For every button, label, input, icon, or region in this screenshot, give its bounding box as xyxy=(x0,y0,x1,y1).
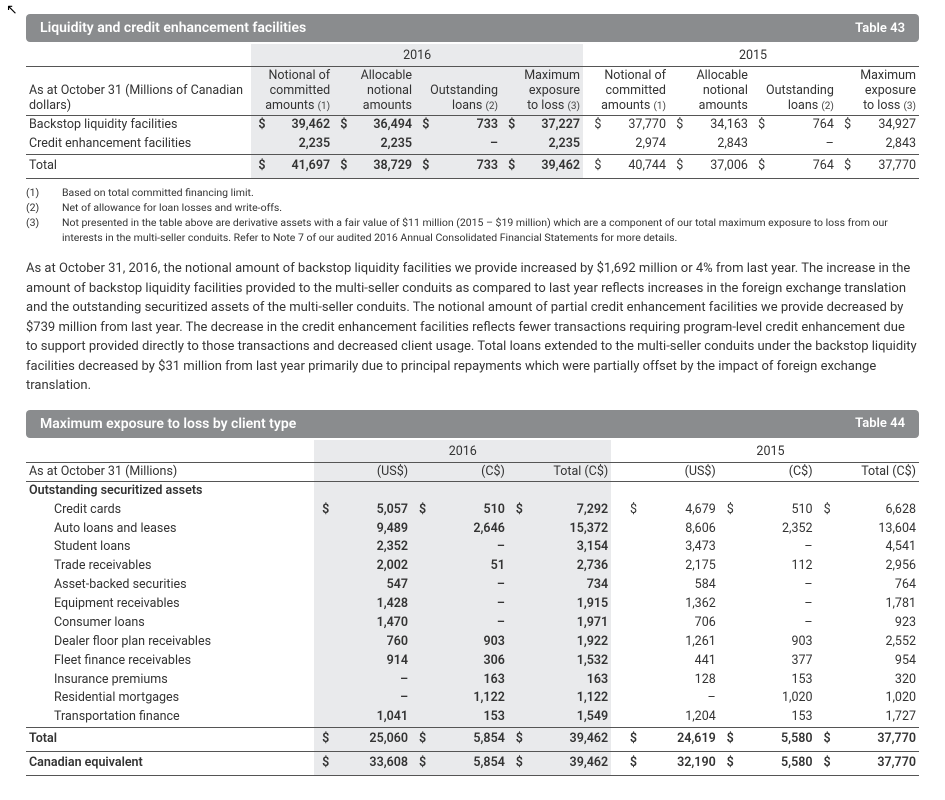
cursor-icon: ↖ xyxy=(6,2,18,18)
table44-title: Maximum exposure to loss by client type xyxy=(40,416,296,432)
fn3-text: Not presented in the table above are der… xyxy=(62,215,919,245)
col-notional-2016: Notional ofcommittedamounts (1) xyxy=(251,66,333,115)
table43-footnotes: (1) Based on total committed financing li… xyxy=(26,185,919,246)
table44-row: Fleet finance receivables9143061,5324413… xyxy=(26,652,919,671)
col-total-2015: Total (C$) xyxy=(816,462,919,481)
col-usd-2016: (US$) xyxy=(314,462,411,481)
row-label: Fleet finance receivables xyxy=(26,652,314,671)
row-label: Transportation finance xyxy=(26,708,314,727)
fn2-text: Net of allowance for loan losses and wri… xyxy=(62,200,282,215)
col-allocable-2015: Allocablenotionalamounts xyxy=(669,66,751,115)
table44-row: Trade receivables2,002512,7362,1751122,9… xyxy=(26,557,919,576)
table44-row: Transportation finance1,0411531,5491,204… xyxy=(26,708,919,727)
table44-section-heading: Outstanding securitized assets xyxy=(26,481,314,500)
year44-2015: 2015 xyxy=(622,440,919,462)
row-label: Equipment receivables xyxy=(26,595,314,614)
col-allocable-2016: Allocablenotionalamounts xyxy=(333,66,415,115)
fn3-num: (3) xyxy=(26,215,44,245)
table43-header-row: As at October 31 (Millions of Canadian d… xyxy=(26,66,919,115)
row-label: Student loans xyxy=(26,538,314,557)
table44: 2016 2015 As at October 31 (Millions) (U… xyxy=(26,440,919,776)
table44-cdn-row: Canadian equivalent $33,608 $5,854 $39,4… xyxy=(26,752,919,776)
year-2016: 2016 xyxy=(251,44,583,66)
row-label: Credit cards xyxy=(26,501,314,520)
page: Liquidity and credit enhancement facilit… xyxy=(0,0,945,800)
table44-row: Consumer loans1,470–1,971706–923 xyxy=(26,614,919,633)
table43-title: Liquidity and credit enhancement facilit… xyxy=(40,20,306,36)
table44-header-row: As at October 31 (Millions) (US$) (C$) T… xyxy=(26,462,919,481)
row-label: Asset-backed securities xyxy=(26,576,314,595)
table44-row: Auto loans and leases9,4892,64615,3728,6… xyxy=(26,520,919,539)
row-label: Consumer loans xyxy=(26,614,314,633)
col-loans-2016: Outstandingloans (2) xyxy=(415,66,501,115)
table44-row: Insurance premiums–163163128153320 xyxy=(26,671,919,690)
fn1-num: (1) xyxy=(26,185,44,200)
col-loans-2015: Outstandingloans (2) xyxy=(751,66,837,115)
row-label: Insurance premiums xyxy=(26,671,314,690)
table43-number: Table 43 xyxy=(855,21,905,36)
table44-row: Dealer floor plan receivables7609031,922… xyxy=(26,633,919,652)
year-2015: 2015 xyxy=(587,44,919,66)
table44-title-bar: Maximum exposure to loss by client type … xyxy=(26,410,919,438)
col-total-2016: Total (C$) xyxy=(508,462,611,481)
table44-year-row: 2016 2015 xyxy=(26,440,919,462)
row-label: Credit enhancement facilities xyxy=(26,135,251,154)
fn1-text: Based on total committed financing limit… xyxy=(62,185,254,200)
table43-row: Credit enhancement facilities2,2352,235–… xyxy=(26,135,919,154)
row-label: Trade receivables xyxy=(26,557,314,576)
col-cad-2016: (C$) xyxy=(411,462,508,481)
col-usd-2015: (US$) xyxy=(622,462,719,481)
row-label: Residential mortgages xyxy=(26,689,314,708)
fn2-num: (2) xyxy=(26,200,44,215)
table44-row: Residential mortgages–1,1221,122–1,0201,… xyxy=(26,689,919,708)
table43-total-row: Total $41,697 $38,729 $733 $39,462 $40,7… xyxy=(26,154,919,178)
body-paragraph: As at October 31, 2016, the notional amo… xyxy=(26,259,919,396)
table44-heading-row: Outstanding securitized assets xyxy=(26,481,919,500)
table44-number: Table 44 xyxy=(855,416,905,431)
col-cad-2015: (C$) xyxy=(719,462,816,481)
table44-row: Student loans2,352–3,1543,473–4,541 xyxy=(26,538,919,557)
col-maxexp-2016: Maximumexposureto loss (3) xyxy=(501,66,583,115)
col-notional-2015: Notional ofcommittedamounts (1) xyxy=(587,66,669,115)
row-label: Dealer floor plan receivables xyxy=(26,633,314,652)
table43: 2016 2015 As at October 31 (Millions of … xyxy=(26,44,919,179)
row-label: Backstop liquidity facilities xyxy=(26,115,251,134)
table43-year-row: 2016 2015 xyxy=(26,44,919,66)
table43-row: Backstop liquidity facilities$39,462$36,… xyxy=(26,115,919,134)
year44-2016: 2016 xyxy=(314,440,611,462)
total-label: Total xyxy=(26,154,251,178)
table44-total-row: Total $25,060 $5,854 $39,462 $24,619 $5,… xyxy=(26,728,919,752)
table43-title-bar: Liquidity and credit enhancement facilit… xyxy=(26,14,919,42)
col-maxexp-2015: Maximumexposureto loss (3) xyxy=(837,66,919,115)
row-label: Auto loans and leases xyxy=(26,520,314,539)
table43-asat: As at October 31 (Millions of Canadian d… xyxy=(26,66,251,115)
table44-row: Asset-backed securities547–734584–764 xyxy=(26,576,919,595)
table44-asat: As at October 31 (Millions) xyxy=(26,462,314,481)
table44-row: Credit cards$5,057$510$7,292$4,679$510$6… xyxy=(26,501,919,520)
table44-row: Equipment receivables1,428–1,9151,362–1,… xyxy=(26,595,919,614)
